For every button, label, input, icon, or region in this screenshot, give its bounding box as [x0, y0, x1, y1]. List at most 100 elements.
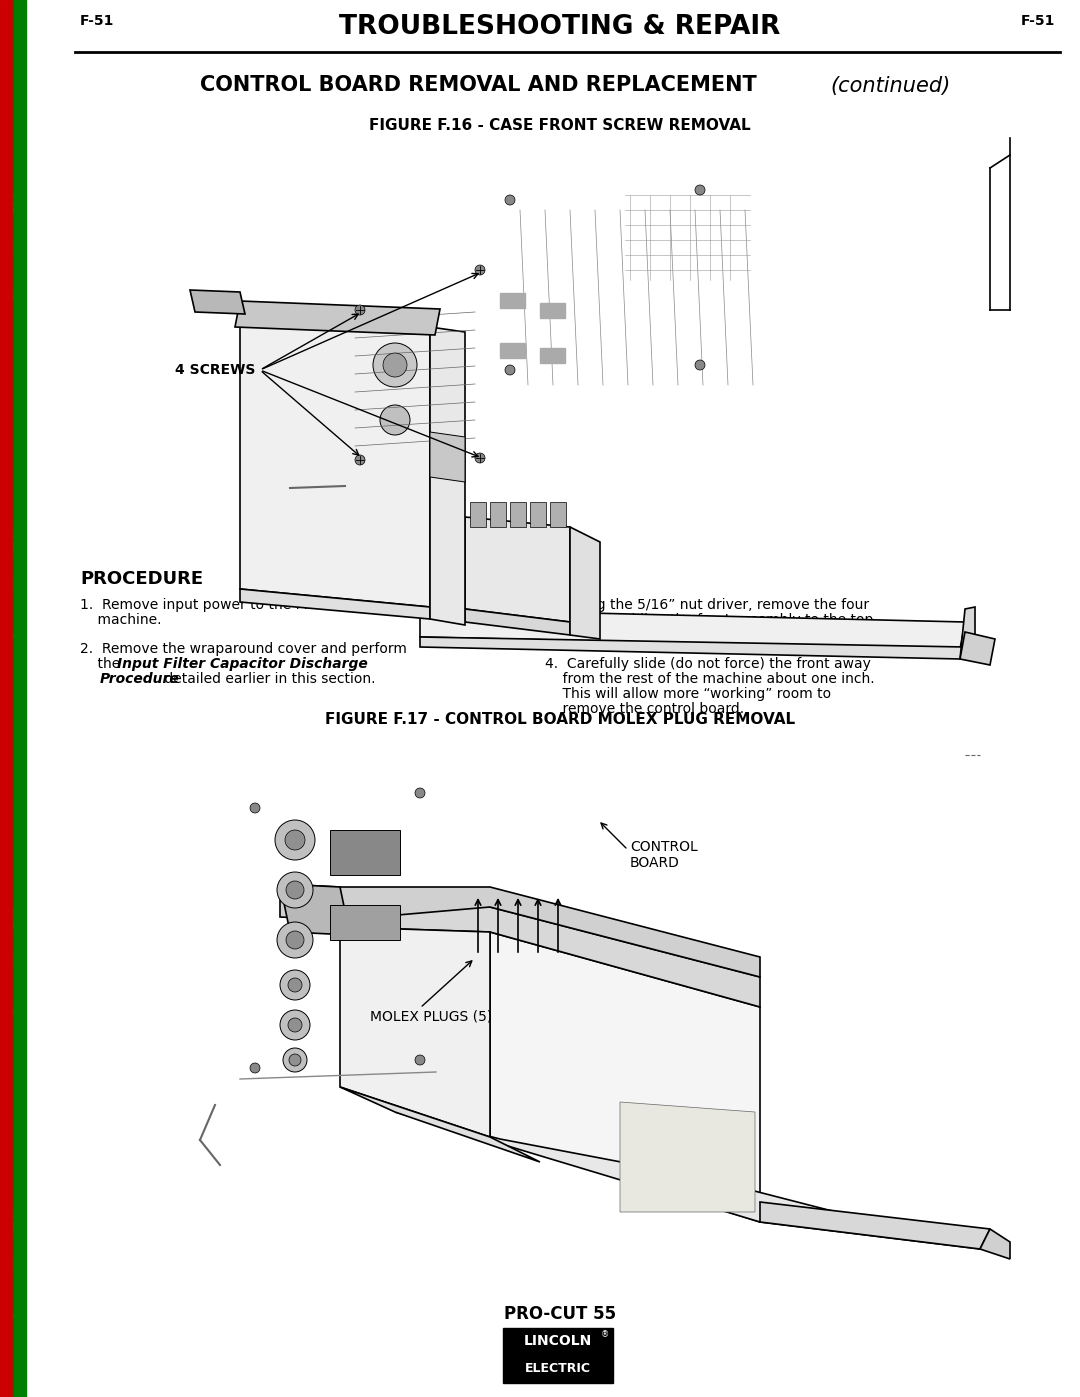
Text: Return to Master TOC: Return to Master TOC [14, 532, 25, 638]
Text: 3.  Using the 5/16” nut driver, remove the four: 3. Using the 5/16” nut driver, remove th… [545, 598, 869, 612]
Text: 4.  Carefully slide (do not force) the front away: 4. Carefully slide (do not force) the fr… [545, 657, 870, 671]
Circle shape [415, 1055, 426, 1065]
Polygon shape [430, 327, 465, 624]
Polygon shape [470, 502, 486, 527]
Text: CONTROL BOARD REMOVAL AND REPLACEMENT: CONTROL BOARD REMOVAL AND REPLACEMENT [200, 75, 757, 95]
Text: 1.  Remove input power to the Pro-Cut 55: 1. Remove input power to the Pro-Cut 55 [80, 598, 368, 612]
Bar [330, 905, 400, 940]
Circle shape [249, 1063, 260, 1073]
Text: Return to Master TOC: Return to Master TOC [14, 1213, 25, 1317]
Text: PROCEDURE: PROCEDURE [80, 570, 203, 588]
Polygon shape [395, 1112, 980, 1249]
Circle shape [696, 184, 705, 196]
Text: and base of the machine.  See Figure F.16.: and base of the machine. See Figure F.16… [545, 629, 858, 643]
Circle shape [275, 820, 315, 861]
Circle shape [276, 872, 313, 908]
Text: the: the [80, 657, 124, 671]
Polygon shape [280, 884, 350, 935]
Circle shape [415, 788, 426, 798]
Circle shape [289, 1053, 301, 1066]
Circle shape [285, 830, 305, 849]
Polygon shape [240, 317, 430, 608]
Circle shape [288, 978, 302, 992]
Polygon shape [620, 1102, 755, 1213]
Circle shape [276, 922, 313, 958]
Text: FIGURE F.17 - CONTROL BOARD MOLEX PLUG REMOVAL: FIGURE F.17 - CONTROL BOARD MOLEX PLUG R… [325, 712, 795, 726]
Polygon shape [570, 527, 600, 638]
Polygon shape [430, 432, 465, 482]
Text: detailed earlier in this section.: detailed earlier in this section. [160, 672, 376, 686]
Text: Return to Section TOC: Return to Section TOC [1, 1211, 12, 1319]
Text: Return to Master TOC: Return to Master TOC [14, 193, 25, 298]
Text: LINCOLN: LINCOLN [524, 1334, 592, 1348]
Polygon shape [760, 1201, 990, 1249]
Text: Return to Section TOC: Return to Section TOC [1, 191, 12, 299]
Polygon shape [980, 1229, 1010, 1259]
Text: 4 SCREWS: 4 SCREWS [175, 363, 255, 377]
Text: MOLEX PLUGS (5): MOLEX PLUGS (5) [370, 1010, 492, 1024]
Polygon shape [420, 637, 966, 659]
Bar [330, 830, 400, 875]
Text: F-51: F-51 [80, 14, 114, 28]
Text: PRO-CUT 55: PRO-CUT 55 [504, 1305, 616, 1323]
Circle shape [355, 455, 365, 465]
Text: ELECTRIC: ELECTRIC [525, 1362, 591, 1375]
Text: Return to Section TOC: Return to Section TOC [1, 905, 12, 1014]
Circle shape [505, 196, 515, 205]
Circle shape [475, 453, 485, 462]
Polygon shape [420, 609, 966, 650]
Polygon shape [465, 517, 570, 622]
Text: Procedure: Procedure [100, 672, 179, 686]
Circle shape [383, 353, 407, 377]
Circle shape [280, 1010, 310, 1039]
Polygon shape [490, 932, 760, 1222]
Circle shape [288, 1018, 302, 1032]
Text: F-51: F-51 [1021, 14, 1055, 28]
Text: (continued): (continued) [831, 75, 950, 96]
Text: Return to Section TOC: Return to Section TOC [1, 531, 12, 640]
Circle shape [696, 360, 705, 370]
Polygon shape [465, 609, 570, 636]
Text: CONTROL
BOARD: CONTROL BOARD [630, 840, 698, 870]
Bar [540, 303, 565, 319]
Polygon shape [280, 884, 760, 977]
Bar [500, 344, 525, 358]
Text: 2.  Remove the wraparound cover and perform: 2. Remove the wraparound cover and perfo… [80, 643, 407, 657]
Text: TROUBLESHOOTING & REPAIR: TROUBLESHOOTING & REPAIR [339, 14, 781, 41]
Circle shape [286, 930, 303, 949]
Polygon shape [340, 928, 490, 1137]
Text: screws holding the front assembly to the top: screws holding the front assembly to the… [545, 613, 874, 627]
Circle shape [249, 803, 260, 813]
Circle shape [355, 305, 365, 314]
Polygon shape [960, 608, 975, 659]
Text: FIGURE F.16 - CASE FRONT SCREW REMOVAL: FIGURE F.16 - CASE FRONT SCREW REMOVAL [369, 117, 751, 133]
Polygon shape [340, 902, 760, 1007]
Bar [13, 0, 26, 1397]
Text: ®: ® [600, 1330, 609, 1340]
Polygon shape [510, 502, 526, 527]
Text: This will allow more “working” room to: This will allow more “working” room to [545, 687, 832, 701]
Bar [540, 348, 565, 363]
Polygon shape [530, 502, 546, 527]
Text: remove the control board.: remove the control board. [545, 703, 744, 717]
Polygon shape [960, 631, 995, 665]
Polygon shape [490, 502, 507, 527]
Circle shape [280, 970, 310, 1000]
Circle shape [286, 882, 303, 900]
Polygon shape [240, 590, 430, 619]
Circle shape [380, 405, 410, 434]
Text: Return to Master TOC: Return to Master TOC [14, 907, 25, 1013]
Text: machine.: machine. [80, 613, 162, 627]
Text: from the rest of the machine about one inch.: from the rest of the machine about one i… [545, 672, 875, 686]
Polygon shape [235, 300, 440, 335]
Bar [503, 1329, 613, 1383]
Polygon shape [550, 502, 566, 527]
Circle shape [283, 1048, 307, 1071]
Circle shape [505, 365, 515, 374]
Text: Input Filter Capacitor Discharge: Input Filter Capacitor Discharge [117, 657, 368, 671]
Bar [500, 293, 525, 307]
Bar [0, 0, 13, 1397]
Polygon shape [340, 1087, 540, 1162]
Circle shape [373, 344, 417, 387]
Polygon shape [190, 291, 245, 314]
